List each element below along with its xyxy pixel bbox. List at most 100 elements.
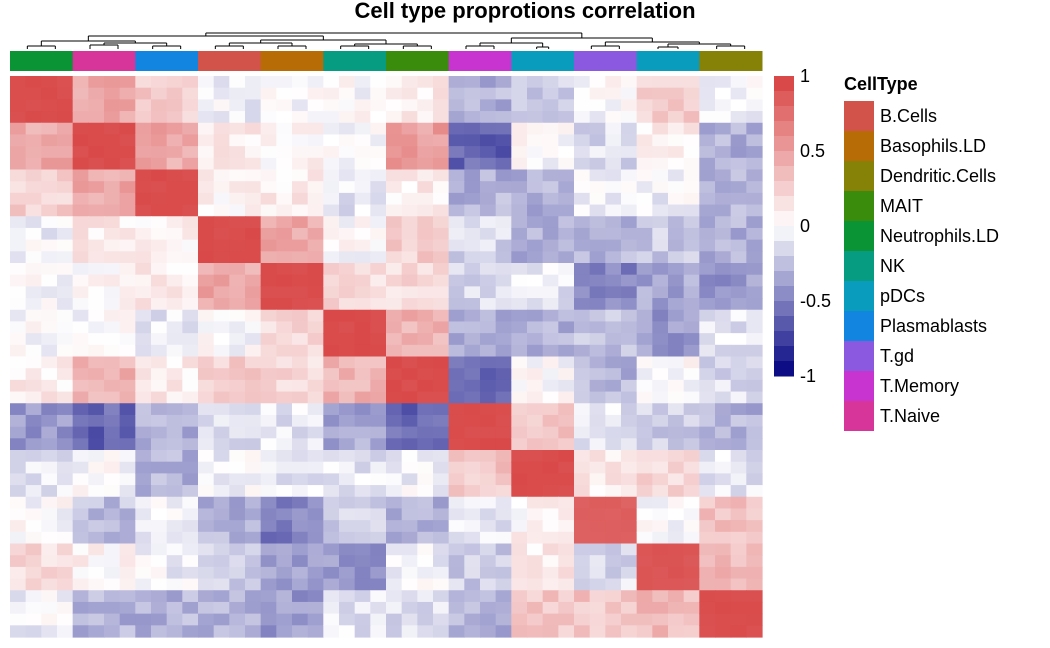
heatmap-cell — [57, 379, 74, 393]
heatmap-cell — [683, 473, 700, 486]
heatmap-cell — [198, 87, 215, 100]
heatmap-cell — [88, 134, 105, 147]
heatmap-cell — [213, 578, 230, 591]
heatmap-cell — [198, 274, 215, 287]
heatmap-cell — [213, 590, 230, 603]
heatmap-cell — [589, 450, 606, 463]
heatmap-cell — [433, 216, 450, 229]
heatmap-cell — [605, 508, 622, 521]
heatmap-cell — [715, 99, 732, 112]
heatmap-cell — [307, 87, 324, 100]
heatmap-cell — [25, 531, 42, 545]
heatmap-cell — [88, 216, 105, 229]
heatmap-cell — [41, 227, 58, 241]
heatmap-cell — [292, 391, 309, 404]
heatmap-cell — [339, 321, 356, 334]
heatmap-cell — [636, 414, 653, 428]
heatmap-cell — [605, 520, 622, 533]
heatmap-cell — [57, 555, 74, 568]
heatmap-cell — [605, 566, 622, 580]
heatmap-cell — [558, 333, 575, 346]
heatmap-cell — [354, 508, 371, 521]
heatmap-cell — [10, 298, 27, 311]
heatmap-cell — [260, 461, 277, 474]
heatmap-cell — [151, 111, 168, 124]
heatmap-cell — [104, 368, 121, 381]
heatmap-cell — [198, 99, 215, 112]
heatmap-cell — [558, 216, 575, 229]
heatmap-cell — [41, 309, 58, 323]
heatmap-cell — [417, 531, 434, 545]
heatmap-cell — [354, 344, 371, 358]
heatmap-cell — [370, 590, 387, 603]
heatmap-cell — [354, 251, 371, 264]
heatmap-cell — [699, 496, 716, 510]
legend-swatch — [844, 251, 874, 281]
heatmap-cell — [574, 461, 591, 474]
heatmap-cell — [245, 356, 262, 369]
heatmap-cell — [198, 111, 215, 124]
heatmap-cell — [292, 216, 309, 229]
heatmap-cell — [464, 379, 481, 393]
heatmap-cell — [542, 321, 559, 334]
heatmap-cell — [182, 333, 199, 346]
heatmap-cell — [135, 555, 152, 568]
heatmap-cell — [746, 414, 763, 428]
heatmap-cell — [307, 414, 324, 428]
heatmap-cell — [119, 111, 136, 124]
heatmap-cell — [621, 356, 638, 369]
heatmap-cell — [10, 625, 27, 638]
heatmap-cell — [119, 379, 136, 393]
heatmap-cell — [323, 146, 340, 159]
heatmap-cell — [135, 438, 152, 451]
heatmap-cell — [135, 87, 152, 100]
heatmap-cell — [746, 601, 763, 615]
heatmap-cell — [558, 473, 575, 486]
heatmap-cell — [636, 216, 653, 229]
heatmap-cell — [605, 356, 622, 369]
heatmap-cell — [730, 99, 747, 112]
heatmap-cell — [386, 555, 403, 568]
heatmap-cell — [135, 263, 152, 276]
heatmap-cell — [386, 76, 403, 89]
heatmap-cell — [636, 134, 653, 147]
heatmap-cell — [72, 368, 89, 381]
heatmap-cell — [511, 122, 528, 136]
heatmap-cell — [119, 555, 136, 568]
heatmap-cell — [135, 601, 152, 615]
heatmap-cell — [10, 438, 27, 451]
heatmap-cell — [527, 391, 544, 404]
heatmap-cell — [72, 578, 89, 591]
heatmap-cell — [589, 157, 606, 171]
heatmap-cell — [292, 321, 309, 334]
heatmap-cell — [542, 146, 559, 159]
heatmap-cell — [198, 344, 215, 358]
heatmap-cell — [276, 134, 293, 147]
heatmap-cell — [57, 531, 74, 545]
heatmap-cell — [636, 333, 653, 346]
heatmap-cell — [730, 122, 747, 136]
heatmap-cell — [417, 263, 434, 276]
heatmap-cell — [135, 333, 152, 346]
heatmap-cell — [386, 286, 403, 299]
heatmap-cell — [57, 508, 74, 521]
heatmap-cell — [574, 76, 591, 89]
heatmap-cell — [25, 169, 42, 182]
heatmap-cell — [464, 204, 481, 217]
heatmap-cell — [72, 531, 89, 545]
legend-label: Neutrophils.LD — [880, 225, 1000, 246]
heatmap-cell — [41, 426, 58, 439]
heatmap-cell — [683, 555, 700, 568]
heatmap-cell — [542, 426, 559, 439]
heatmap-cell — [652, 321, 669, 334]
heatmap-cell — [25, 578, 42, 591]
heatmap-cell — [448, 403, 465, 416]
heatmap-cell — [417, 204, 434, 217]
heatmap-cell — [276, 461, 293, 474]
heatmap-cell — [480, 87, 497, 100]
heatmap-cell — [213, 99, 230, 112]
heatmap-cell — [699, 590, 716, 603]
heatmap-cell — [589, 613, 606, 626]
heatmap-cell — [589, 531, 606, 545]
annotation-segment — [323, 51, 387, 71]
